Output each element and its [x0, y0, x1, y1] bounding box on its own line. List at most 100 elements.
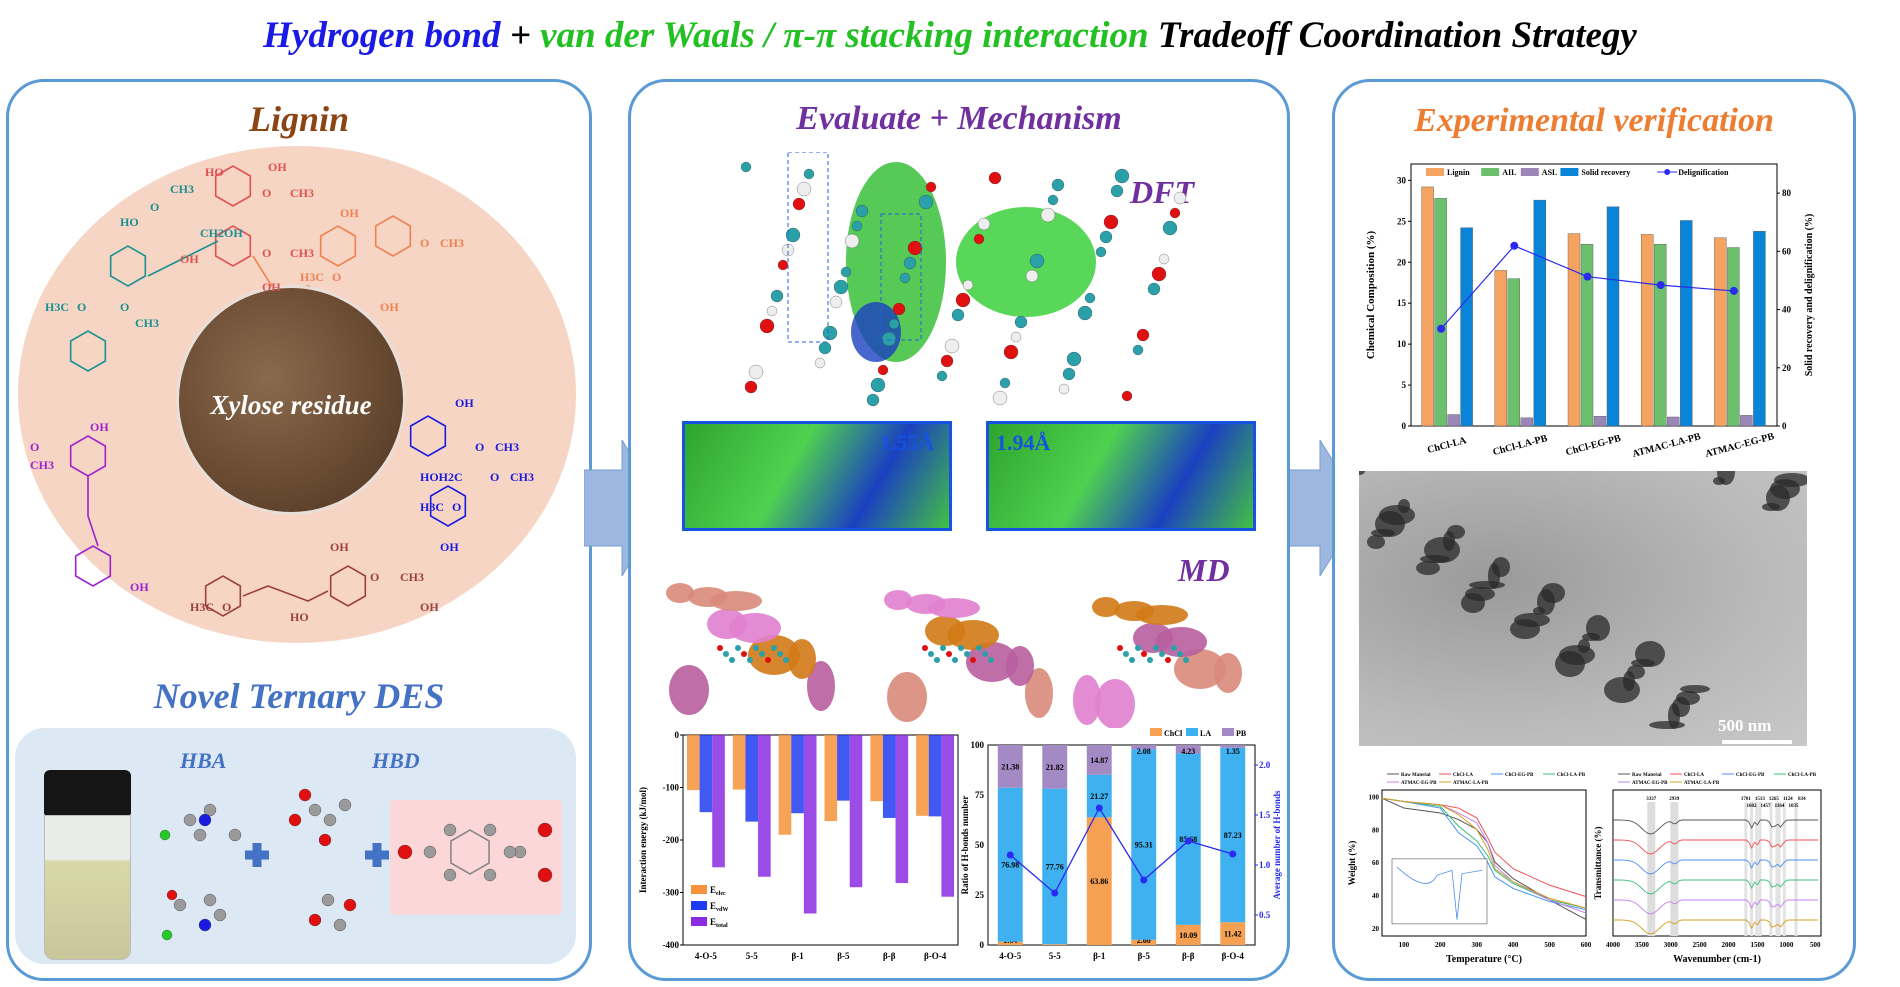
atom [1095, 246, 1107, 258]
structure-atom-label: OH [455, 396, 474, 410]
average-hbond-point [1095, 804, 1103, 812]
category-label: β-5 [1138, 951, 1151, 961]
bar-eelec [870, 735, 883, 802]
tick-label: 100 [1399, 941, 1410, 949]
structure-atom-label: OH [380, 300, 399, 314]
ftir-chart: 3337 2939 1701 1513 1265 1124 834 1602 1457 1164 1… [1593, 773, 1822, 965]
atom [1003, 344, 1019, 360]
mechanism-title: Evaluate + Mechanism [796, 100, 1122, 137]
structure-atom-label: O [490, 470, 500, 484]
category-label: 4-O-5 [999, 951, 1021, 961]
atom [783, 657, 789, 663]
structure-atom-label: CH3 [290, 186, 314, 200]
structure-atom-label: O [420, 236, 430, 250]
atom [1165, 657, 1171, 663]
nanoparticle [1420, 555, 1450, 563]
benzene-ring [69, 330, 107, 372]
tick-label: 2000 [1722, 941, 1737, 949]
interaction-energy-chart: 0 -100 -200 -300 -400 4-O-5 5-5 β-1 β-5 β-β β-O-4 I… [638, 730, 959, 961]
x-axis-title: Wavenumber (cm-1) [1673, 954, 1761, 965]
tick-label: 500 [1810, 941, 1821, 949]
atom [308, 913, 322, 927]
category-label: 5-5 [1049, 951, 1061, 961]
data-label: 21.38 [1001, 762, 1019, 771]
legend-label: EvdW [710, 901, 728, 913]
legend-label: Lignin [1447, 168, 1470, 177]
atom [814, 357, 826, 369]
sdf-isosurface [666, 583, 694, 603]
atom [1123, 651, 1129, 657]
atom [321, 893, 335, 907]
atom [1147, 282, 1161, 296]
plot-frame [987, 744, 1256, 946]
atom [1159, 651, 1165, 657]
atom [483, 868, 497, 882]
benzene-ring [69, 435, 107, 477]
tem-scale-label: 500 nm [1718, 716, 1772, 735]
atom [747, 657, 753, 663]
data-label: 95.31 [1135, 840, 1153, 849]
tick-label: 20 [1372, 925, 1380, 933]
bar-lignin [1714, 237, 1727, 427]
atom [881, 331, 897, 347]
benzene-ring [409, 415, 447, 457]
delignification-point [1583, 272, 1592, 281]
tick-label: 0 [980, 940, 985, 950]
tick-label: 0.5 [1259, 910, 1271, 920]
atom [288, 813, 302, 827]
structure-atom-label: HO [120, 215, 139, 229]
sdf-isosurface [1214, 653, 1242, 693]
bar-la [1042, 788, 1068, 945]
nanoparticle [1416, 561, 1440, 575]
atom [723, 651, 729, 657]
structure-atom-label: O [262, 246, 272, 260]
atom [735, 645, 741, 651]
atom [952, 657, 958, 663]
atom [744, 380, 758, 394]
delignification-point [1510, 241, 1519, 250]
structure-atom-label: O [222, 600, 232, 614]
bar-chcl [997, 941, 1023, 945]
atom [318, 833, 332, 847]
legend-symbol: E [710, 901, 716, 911]
tick-label: 300 [1471, 941, 1482, 949]
peak-band [1744, 802, 1748, 936]
atom [1047, 194, 1059, 206]
tick-label: 30 [1397, 175, 1407, 185]
bar-lignin [1641, 234, 1654, 427]
structure-atom-label: H3C [300, 270, 324, 284]
atom [308, 803, 322, 817]
bar-asl [1593, 415, 1607, 427]
nanoparticle [1631, 659, 1655, 667]
tick-label: 100 [1369, 794, 1380, 802]
atom [1110, 184, 1124, 198]
sdf-isosurface [1006, 646, 1034, 686]
peak-band [1782, 802, 1786, 936]
bar-chcl [1086, 817, 1112, 945]
legend-swatch [1520, 168, 1539, 176]
atom [423, 845, 437, 859]
atom [955, 292, 971, 308]
dtg-curve [1396, 866, 1483, 920]
structure-atom-label: HOH2C [420, 470, 463, 484]
bar-pb [997, 745, 1023, 788]
md-label: MD [1178, 552, 1230, 588]
experimental-title: Experimental verification [1414, 102, 1774, 139]
sdf-isosurface [1073, 675, 1101, 725]
peak-label: 3337 [1646, 797, 1657, 802]
nanoparticle [1510, 619, 1540, 639]
category-label: ChCl-EG-PB [1565, 433, 1623, 458]
legend-label: ChCl-EG-PB [1505, 773, 1534, 778]
sdf-isosurface [947, 620, 999, 650]
y2-axis-title: Average number of H-bonds [1272, 790, 1282, 899]
bar-eelec [732, 735, 746, 790]
structure-atom-label: OH [130, 580, 149, 594]
nanoparticle [1359, 471, 1365, 475]
vial-cap [44, 770, 131, 815]
category-label: β-O-4 [1222, 951, 1245, 961]
bar-solid-recovery [1606, 206, 1620, 427]
peak-label: 2939 [1669, 797, 1680, 802]
bar-evdw [745, 735, 759, 822]
legend-label: ChCl-LA [1453, 773, 1473, 778]
sdf-isosurface [788, 639, 816, 679]
